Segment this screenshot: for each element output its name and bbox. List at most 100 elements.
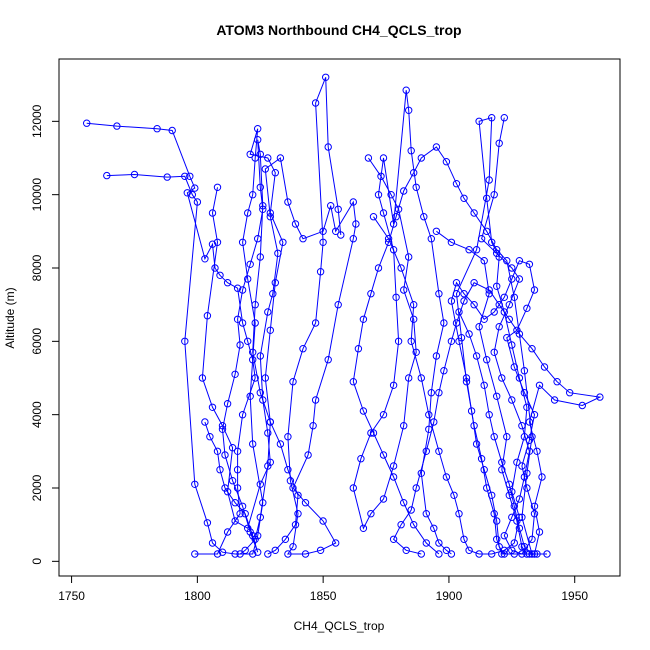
data-point <box>493 535 501 543</box>
data-point <box>410 169 418 177</box>
data-point <box>311 396 320 404</box>
data-point <box>203 519 212 527</box>
data-point <box>515 524 524 532</box>
data-point <box>319 227 327 236</box>
data-point <box>259 202 267 210</box>
data-point <box>465 546 473 554</box>
data-point <box>191 480 199 488</box>
series-1 <box>83 119 259 558</box>
y-axis: 0 2000 4000 6000 8000 10000 12000 <box>30 104 60 565</box>
data-point <box>493 282 501 290</box>
data-point <box>402 546 410 554</box>
data-point <box>422 510 430 518</box>
data-point <box>299 345 307 353</box>
y-tick-label: 12000 <box>30 104 44 138</box>
data-point <box>465 246 473 254</box>
data-point <box>264 429 272 437</box>
data-point <box>508 396 516 404</box>
data-point <box>231 517 239 525</box>
data-point <box>276 440 285 448</box>
data-point <box>233 284 242 292</box>
data-point <box>488 491 496 499</box>
data-point <box>276 154 285 162</box>
y-tick-label: 2000 <box>30 474 44 501</box>
data-point <box>254 136 262 144</box>
data-point <box>490 308 498 316</box>
x-tick-label: 1800 <box>184 589 211 603</box>
data-point <box>246 150 254 159</box>
data-point <box>508 546 516 554</box>
data-point <box>249 550 257 558</box>
data-point <box>201 255 209 263</box>
data-point <box>513 458 521 466</box>
data-point <box>467 407 476 415</box>
data-point <box>472 246 481 254</box>
data-point <box>480 381 488 389</box>
data-point <box>349 484 357 492</box>
data-point <box>241 546 249 554</box>
data-point <box>490 191 498 199</box>
data-point <box>432 352 441 360</box>
data-point <box>291 521 300 529</box>
data-point <box>188 191 197 199</box>
data-point <box>485 176 493 184</box>
data-point <box>254 235 262 243</box>
data-point <box>520 367 529 375</box>
data-point <box>168 126 176 135</box>
data-point <box>470 301 478 309</box>
data-point <box>228 477 237 485</box>
data-point <box>286 477 295 485</box>
data-point <box>389 462 398 470</box>
data-point <box>503 433 511 441</box>
data-point <box>233 466 242 474</box>
data-point <box>505 301 513 309</box>
data-point <box>349 378 357 386</box>
data-point <box>407 506 415 514</box>
data-point <box>387 191 395 199</box>
data-point <box>442 546 451 554</box>
data-point <box>208 240 217 248</box>
data-point <box>359 315 368 323</box>
data-point <box>186 172 194 181</box>
data-point <box>400 422 408 430</box>
data-point <box>281 535 290 543</box>
data-point <box>256 480 264 488</box>
series-line <box>204 139 299 555</box>
data-point <box>213 447 222 455</box>
data-point <box>430 418 438 426</box>
data-point <box>493 249 501 258</box>
data-point <box>259 205 267 214</box>
data-point <box>246 392 254 400</box>
series-6 <box>389 227 604 558</box>
data-point <box>528 550 536 558</box>
data-point <box>505 315 513 323</box>
data-point <box>218 425 227 433</box>
series-9 <box>447 114 539 558</box>
data-point <box>427 235 435 243</box>
data-point <box>233 484 242 492</box>
data-point <box>322 73 330 82</box>
data-point <box>208 403 217 411</box>
data-point <box>389 535 398 543</box>
data-point <box>337 231 345 239</box>
data-point <box>246 528 254 536</box>
series-2 <box>103 125 287 558</box>
data-point <box>181 172 189 181</box>
data-point <box>518 462 526 470</box>
data-point <box>412 484 420 492</box>
data-point <box>530 286 539 294</box>
data-point <box>369 429 378 437</box>
data-point <box>304 451 312 459</box>
data-point <box>578 401 586 410</box>
data-point <box>153 125 161 133</box>
data-point <box>213 183 222 192</box>
data-point <box>289 484 297 492</box>
data-point <box>397 264 405 272</box>
data-point <box>264 550 272 558</box>
data-point <box>523 304 531 312</box>
data-point <box>223 528 232 536</box>
data-point <box>256 513 264 521</box>
data-point <box>266 458 274 466</box>
data-point <box>550 396 559 404</box>
series-8 <box>201 136 302 558</box>
